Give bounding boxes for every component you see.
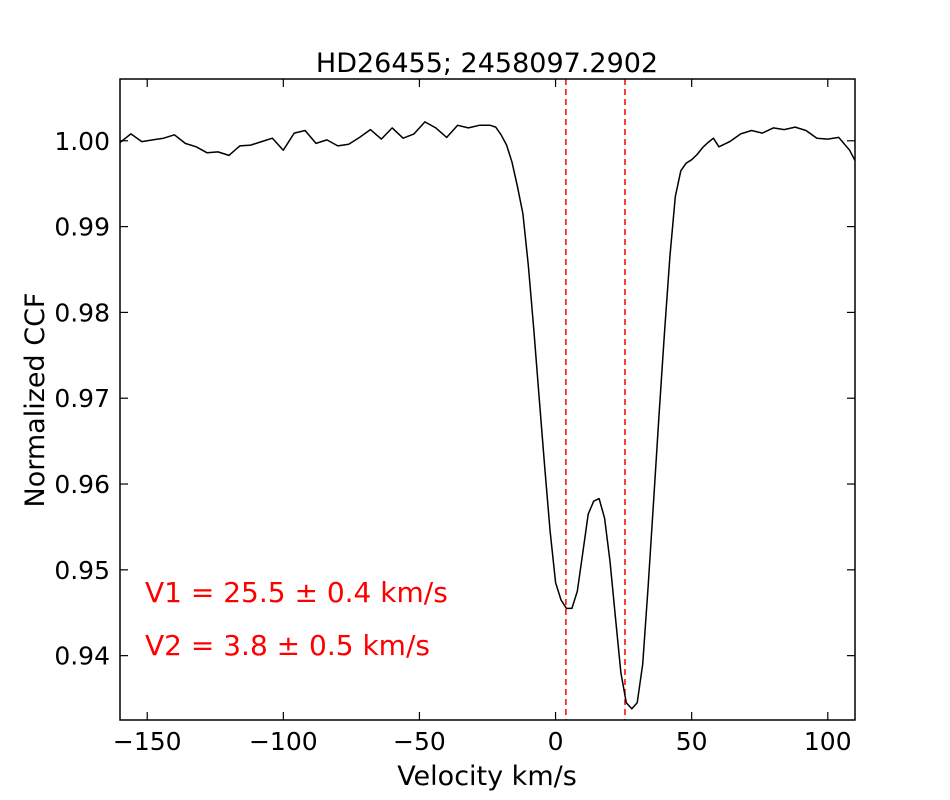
chart-title: HD26455; 2458097.2902: [316, 48, 658, 79]
y-tick-label: 0.95: [54, 556, 110, 585]
y-tick-label: 1.00: [54, 127, 110, 156]
x-axis-title: Velocity km/s: [397, 761, 577, 792]
ccf-line-1: [119, 121, 856, 710]
y-tick-label: 0.96: [54, 470, 110, 499]
annotation-v2: V2 = 3.8 ± 0.5 km/s: [145, 629, 430, 662]
velocity-markers: [565, 79, 626, 720]
y-tick-label: 0.94: [54, 642, 110, 671]
y-tick-label: 0.98: [54, 298, 110, 327]
x-tick-label: −50: [393, 727, 446, 756]
x-tick-label: −150: [113, 727, 182, 756]
x-tick-label: 0: [548, 727, 564, 756]
series-group: [119, 121, 856, 710]
x-tick-label: 50: [676, 727, 708, 756]
annotation-v1: V1 = 25.5 ± 0.4 km/s: [145, 576, 448, 609]
y-axis-title: Normalized CCF: [20, 293, 51, 508]
x-tick-label: −100: [249, 727, 318, 756]
y-axis-ticks: 0.94 0.95 0.96 0.97 0.98 0.99 1.00: [54, 127, 855, 671]
y-tick-label: 0.97: [54, 384, 110, 413]
axes-frame: [119, 78, 856, 721]
y-tick-label: 0.99: [54, 213, 110, 242]
x-axis-ticks: −150 −100 −50 0 50 100: [113, 79, 852, 756]
x-tick-label: 100: [804, 727, 852, 756]
